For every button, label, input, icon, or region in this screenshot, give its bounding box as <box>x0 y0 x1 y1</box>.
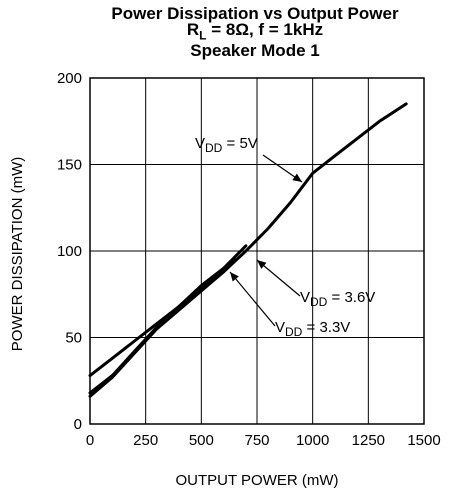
series-label-main: V <box>275 319 285 336</box>
x-tick-label: 250 <box>133 432 158 449</box>
plot-border <box>89 77 425 425</box>
x-tick-label: 1000 <box>296 432 329 449</box>
leader-line <box>229 271 276 327</box>
subtitle-rest: = 8Ω, f = 1kHz <box>206 20 324 39</box>
series-label-main: V <box>195 135 205 152</box>
series-label-value: = 3.3V <box>302 319 350 336</box>
y-tick-label: 150 <box>57 157 82 174</box>
y-tick-label: 50 <box>65 330 82 347</box>
x-tick-label: 750 <box>244 432 269 449</box>
series-label-sub: DD <box>205 141 223 155</box>
series-label-value: = 3.6V <box>327 289 375 306</box>
chart-subtitle: RL = 8Ω, f = 1kHz <box>90 20 420 43</box>
arrowhead <box>230 272 239 282</box>
y-axis-label: POWER DISSIPATION (mW) <box>9 157 26 351</box>
arrowhead <box>292 173 302 182</box>
series-label-1: VDD = 3.6V <box>300 289 375 309</box>
arrowhead <box>257 260 267 269</box>
x-tick-label: 1250 <box>352 432 385 449</box>
series-line-0 <box>88 102 408 378</box>
series-label-sub: DD <box>285 325 303 339</box>
series-label-main: V <box>300 289 310 306</box>
series-label-2: VDD = 3.3V <box>275 319 350 339</box>
y-tick-label: 0 <box>74 416 82 433</box>
chart-subtitle-2: Speaker Mode 1 <box>190 41 320 61</box>
series-label-value: = 5V <box>222 135 257 152</box>
grid-layer <box>89 77 425 425</box>
x-axis-label: OUTPUT POWER (mW) <box>175 472 338 489</box>
x-tick-label: 1500 <box>407 432 440 449</box>
chart-title: Power Dissipation vs Output Power <box>111 4 399 23</box>
tick-labels: 0 250 500 750 1000 1250 1500 0 50 100 150 200 <box>57 70 441 449</box>
series-label-sub: DD <box>310 295 328 309</box>
y-tick-label: 100 <box>57 243 82 260</box>
leader-line <box>256 259 301 297</box>
subtitle-r: R <box>186 20 200 39</box>
subtitle-r-sub: L <box>199 28 207 43</box>
series-layer <box>88 102 408 398</box>
series-line-2 <box>88 258 237 398</box>
x-tick-label: 0 <box>86 432 94 449</box>
x-tick-label: 500 <box>189 432 214 449</box>
chart-title-block: Power Dissipation vs Output Power RL = 8… <box>90 4 420 61</box>
y-tick-label: 200 <box>57 70 82 87</box>
series-label-0: VDD = 5V <box>195 135 258 155</box>
